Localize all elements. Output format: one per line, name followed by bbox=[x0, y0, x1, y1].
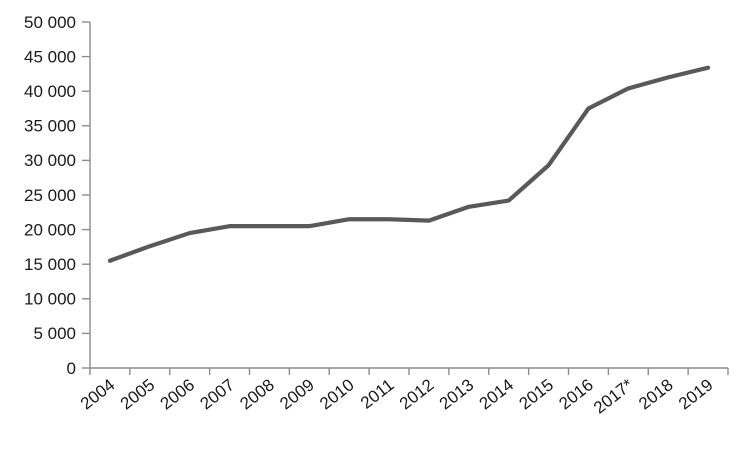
y-axis-tick-label: 20 000 bbox=[24, 220, 76, 239]
y-axis-tick-label: 0 bbox=[67, 359, 76, 378]
y-axis-tick-label: 40 000 bbox=[24, 82, 76, 101]
y-axis-tick-label: 15 000 bbox=[24, 255, 76, 274]
x-axis-tick-label: 2007 bbox=[197, 375, 239, 413]
y-axis-tick-label: 30 000 bbox=[24, 151, 76, 170]
x-axis-tick-label: 2019 bbox=[675, 375, 717, 413]
x-axis-tick-label: 2009 bbox=[276, 375, 318, 413]
data-series-line bbox=[107, 65, 711, 263]
x-axis-tick-label: 2010 bbox=[316, 375, 358, 413]
x-axis-tick-label: 2018 bbox=[635, 375, 677, 413]
x-axis-tick-label: 2012 bbox=[396, 375, 438, 413]
y-axis-tick-label: 5 000 bbox=[33, 324, 76, 343]
x-axis-tick-label: 2004 bbox=[77, 375, 119, 413]
x-axis-tick-label: 2005 bbox=[117, 375, 159, 413]
x-axis-tick-label: 2016 bbox=[555, 375, 597, 413]
x-axis-tick-label: 2014 bbox=[476, 375, 518, 413]
x-axis-tick-label: 2017* bbox=[590, 375, 637, 418]
y-axis-tick-label: 35 000 bbox=[24, 117, 76, 136]
x-axis-tick-label: 2011 bbox=[357, 375, 398, 412]
y-axis-tick-label: 10 000 bbox=[24, 290, 76, 309]
y-axis-tick-label: 50 000 bbox=[24, 13, 76, 32]
x-axis-tick-label: 2008 bbox=[236, 375, 278, 413]
y-axis-tick-label: 45 000 bbox=[24, 47, 76, 66]
y-axis-tick-label: 25 000 bbox=[24, 186, 76, 205]
x-axis-tick-label: 2015 bbox=[516, 375, 558, 413]
x-axis-tick-label: 2013 bbox=[436, 375, 478, 413]
x-axis-tick-label: 2006 bbox=[157, 375, 199, 413]
